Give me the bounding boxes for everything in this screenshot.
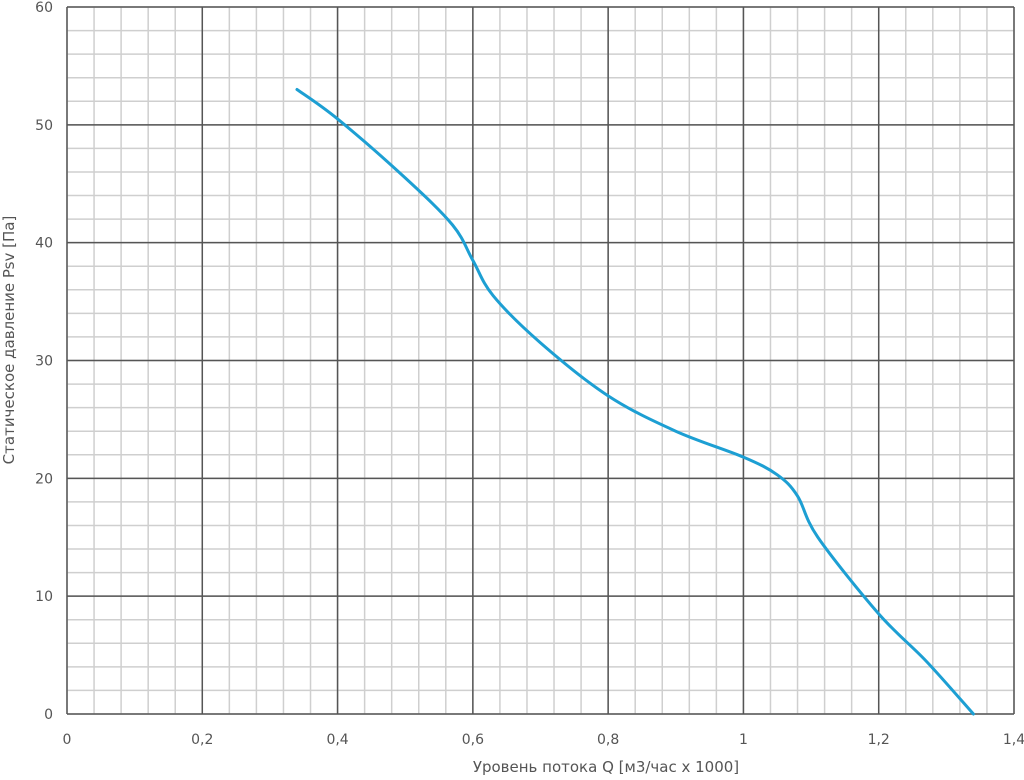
y-tick-label: 60 bbox=[35, 0, 53, 16]
y-tick-label: 20 bbox=[35, 471, 53, 487]
series-line bbox=[295, 87, 975, 716]
major-grid bbox=[66, 6, 1015, 715]
y-tick-labels: 0 10 20 30 40 50 60 bbox=[35, 0, 53, 723]
x-tick-label: 0 bbox=[63, 732, 72, 748]
y-tick-label: 40 bbox=[35, 236, 53, 252]
x-tick-label: 1 bbox=[739, 732, 748, 748]
y-axis-label: Статическое давление Psv [Па] bbox=[0, 216, 18, 465]
x-tick-label: 1,2 bbox=[868, 732, 890, 748]
x-tick-label: 1,4 bbox=[1003, 732, 1024, 748]
y-tick-label: 0 bbox=[44, 707, 53, 723]
y-tick-label: 30 bbox=[35, 354, 53, 370]
x-tick-labels: 0 0,2 0,4 0,6 0,8 1 1,2 1,4 bbox=[63, 732, 1024, 748]
y-tick-label: 50 bbox=[35, 118, 53, 134]
y-tick-label: 10 bbox=[35, 589, 53, 605]
series-group bbox=[295, 87, 975, 716]
x-tick-label: 0,6 bbox=[462, 732, 484, 748]
x-tick-label: 0,8 bbox=[597, 732, 619, 748]
x-tick-label: 0,2 bbox=[191, 732, 213, 748]
x-axis-label: Уровень потока Q [м3/час x 1000] bbox=[473, 758, 739, 776]
x-tick-label: 0,4 bbox=[326, 732, 348, 748]
